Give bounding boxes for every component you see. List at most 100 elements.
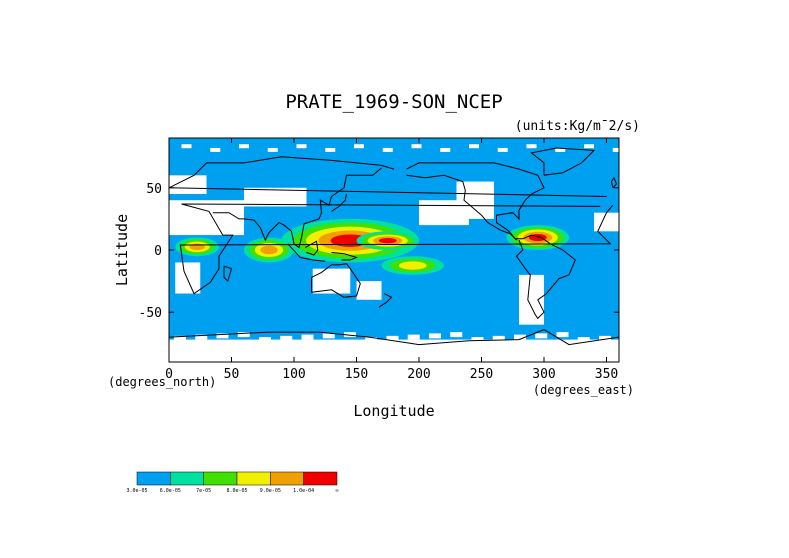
coastline bbox=[515, 234, 576, 320]
no-data-area bbox=[237, 332, 250, 338]
map-plot bbox=[169, 138, 619, 362]
coastline bbox=[406, 174, 517, 241]
no-data-area bbox=[471, 337, 484, 343]
coastline bbox=[406, 162, 545, 240]
coastline bbox=[331, 252, 359, 261]
x-tick-label: 100 bbox=[282, 367, 305, 382]
no-data-area bbox=[535, 333, 548, 339]
colorbar-label: ∞ bbox=[335, 488, 338, 494]
no-data-area bbox=[456, 181, 494, 219]
no-data-area bbox=[206, 206, 244, 232]
no-data-area bbox=[210, 147, 221, 152]
no-data-area bbox=[555, 147, 566, 152]
colorbar-label: 8.0e-05 bbox=[226, 488, 247, 494]
coastline bbox=[212, 167, 382, 249]
x-tick-label: 0 bbox=[165, 367, 173, 382]
y-tick-label: -50 bbox=[139, 306, 162, 321]
x-axis-title: Longitude bbox=[353, 402, 434, 420]
no-data-area bbox=[365, 337, 378, 343]
no-data-area bbox=[599, 335, 611, 341]
no-data-area bbox=[556, 332, 569, 338]
no-data-area bbox=[296, 144, 307, 149]
colorbar-swatch bbox=[270, 471, 304, 486]
no-data-area bbox=[612, 147, 619, 152]
no-data-area bbox=[469, 144, 479, 149]
chart-title: PRATE_1969-SON_NCEP bbox=[285, 91, 502, 113]
precip-contour bbox=[378, 238, 397, 244]
colorbar-label: 9.0e-05 bbox=[260, 488, 281, 494]
no-data-area bbox=[259, 337, 271, 343]
no-data-area bbox=[244, 187, 282, 207]
no-data-area bbox=[440, 147, 451, 152]
precip-contour bbox=[260, 245, 278, 255]
no-data-area bbox=[267, 147, 278, 152]
colorbar-swatch bbox=[203, 471, 238, 486]
colorbar-label: 3.0e-05 bbox=[126, 488, 147, 494]
no-data-area bbox=[239, 144, 249, 149]
no-data-area bbox=[344, 332, 356, 338]
no-data-area bbox=[216, 333, 229, 339]
no-data-area bbox=[325, 147, 336, 152]
x-tick-label: 350 bbox=[595, 367, 618, 382]
coastlines bbox=[169, 147, 619, 346]
units-label: (units:Kg/m¯2/s) bbox=[515, 119, 640, 134]
y-unit-label: (degrees_north) bbox=[108, 375, 216, 389]
coastline bbox=[610, 176, 618, 189]
x-tick-label: 200 bbox=[407, 367, 430, 382]
no-data-area bbox=[407, 334, 420, 340]
coastline bbox=[331, 193, 347, 212]
colorbar-swatch bbox=[303, 471, 338, 486]
coastline bbox=[378, 293, 393, 308]
x-tick-label: 50 bbox=[224, 367, 240, 382]
no-data-area bbox=[577, 337, 590, 343]
no-data-area bbox=[354, 144, 364, 149]
no-data-area bbox=[429, 333, 441, 339]
coastline bbox=[223, 265, 233, 283]
no-data-area bbox=[281, 187, 307, 207]
no-data-area bbox=[526, 144, 537, 149]
y-tick-label: 50 bbox=[146, 182, 162, 197]
no-data-area bbox=[181, 144, 192, 149]
no-data-area bbox=[411, 144, 422, 149]
no-data-area bbox=[169, 339, 619, 362]
colorbar: 3.0e-05 6.0e-05 7e-05 8.0e-05 9.0e-05 1.0e-04… bbox=[126, 471, 339, 494]
coastline bbox=[287, 243, 326, 262]
no-data-area bbox=[519, 274, 544, 325]
x-unit-label: (degrees_east) bbox=[533, 383, 634, 397]
no-data-area bbox=[356, 281, 382, 300]
no-data-area bbox=[492, 335, 505, 341]
no-data-area bbox=[280, 335, 293, 341]
no-data-area bbox=[175, 262, 201, 294]
colorbar-label: 6.0e-05 bbox=[160, 488, 181, 494]
colorbar-swatch bbox=[236, 471, 271, 486]
y-tick-label: 0 bbox=[154, 244, 162, 259]
y-axis: -50 0 50 bbox=[139, 182, 619, 321]
coastline bbox=[311, 263, 361, 298]
no-data-area bbox=[322, 333, 335, 339]
colorbar-swatch bbox=[170, 471, 204, 486]
coastline bbox=[169, 156, 607, 197]
x-axis: 0 50 100 150 200 250 300 350 bbox=[165, 138, 618, 382]
coastline bbox=[179, 203, 614, 295]
x-tick-label: 150 bbox=[345, 367, 368, 382]
x-tick-label: 250 bbox=[470, 367, 493, 382]
coastline bbox=[305, 240, 319, 256]
no-data-area bbox=[301, 334, 314, 340]
precip-contour bbox=[398, 261, 427, 270]
no-data-area bbox=[174, 335, 186, 341]
no-data-area bbox=[584, 144, 594, 149]
no-data-area bbox=[169, 175, 207, 194]
no-data-area bbox=[450, 332, 463, 338]
y-axis-title: Latitude bbox=[113, 214, 131, 286]
no-data-area bbox=[195, 334, 208, 340]
colorbar-label: 7e-05 bbox=[196, 488, 211, 494]
coastline bbox=[169, 329, 619, 346]
colorbar-label: 1.0e-04 bbox=[293, 488, 314, 494]
colorbar-swatch bbox=[136, 471, 171, 486]
no-data-area bbox=[514, 334, 526, 340]
no-data-area bbox=[386, 335, 399, 341]
coastline bbox=[530, 147, 596, 176]
no-data-area bbox=[382, 147, 393, 152]
no-data-area bbox=[594, 212, 619, 232]
